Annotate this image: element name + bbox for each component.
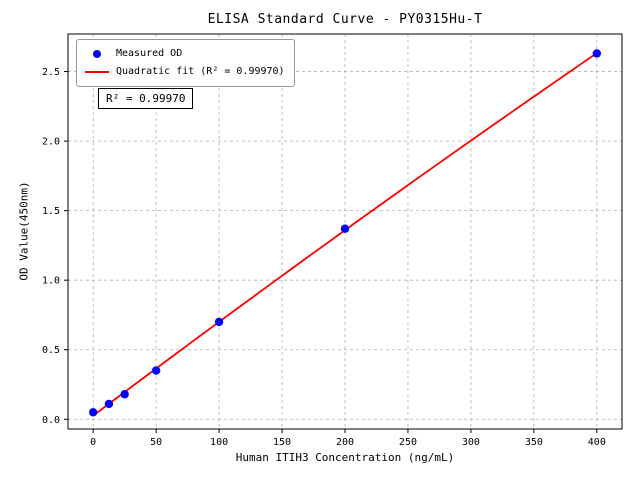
- legend-swatch: [84, 71, 110, 73]
- y-tick-label: 2.0: [42, 137, 60, 148]
- x-tick-label: 150: [273, 437, 291, 448]
- r-squared-annotation: R² = 0.99970: [98, 88, 194, 109]
- x-axis-label: Human ITIH3 Concentration (ng/mL): [235, 451, 455, 464]
- x-tick-label: 250: [399, 437, 417, 448]
- y-tick-label: 2.5: [42, 67, 60, 78]
- data-point: [214, 317, 224, 327]
- x-tick-label: 50: [150, 437, 162, 448]
- data-point: [104, 399, 114, 409]
- y-tick-label: 1.0: [42, 276, 60, 287]
- legend: Measured OD Quadratic fit (R² = 0.99970): [76, 39, 295, 87]
- y-axis-label: OD Value(450nm): [17, 181, 31, 281]
- legend-item-measured-od: Measured OD: [84, 45, 285, 63]
- y-tick-label: 0.0: [42, 415, 60, 426]
- data-point: [151, 366, 161, 375]
- legend-item-quadratic-fit: Quadratic fit (R² = 0.99970): [84, 63, 285, 81]
- x-tick-label: 300: [462, 437, 480, 448]
- x-tick-label: 0: [90, 437, 96, 448]
- y-tick-label: 1.5: [42, 206, 60, 217]
- legend-label-measured-od: Measured OD: [116, 48, 183, 59]
- x-tick-label: 100: [210, 437, 228, 448]
- data-point: [88, 408, 98, 417]
- x-tick-label: 350: [525, 437, 543, 448]
- legend-label-quadratic-fit: Quadratic fit (R² = 0.99970): [116, 66, 285, 77]
- data-point: [120, 390, 129, 399]
- legend-marker-line-icon: [85, 71, 109, 73]
- legend-marker-dot-icon: [93, 50, 101, 58]
- chart-title: ELISA Standard Curve - PY0315Hu-T: [207, 12, 483, 27]
- data-point: [340, 224, 350, 233]
- plot-frame: [67, 33, 623, 430]
- legend-swatch: [84, 50, 110, 58]
- y-tick-label: 0.5: [42, 345, 60, 356]
- data-point: [592, 49, 602, 58]
- x-tick-label: 400: [588, 437, 606, 448]
- x-tick-label: 200: [336, 437, 354, 448]
